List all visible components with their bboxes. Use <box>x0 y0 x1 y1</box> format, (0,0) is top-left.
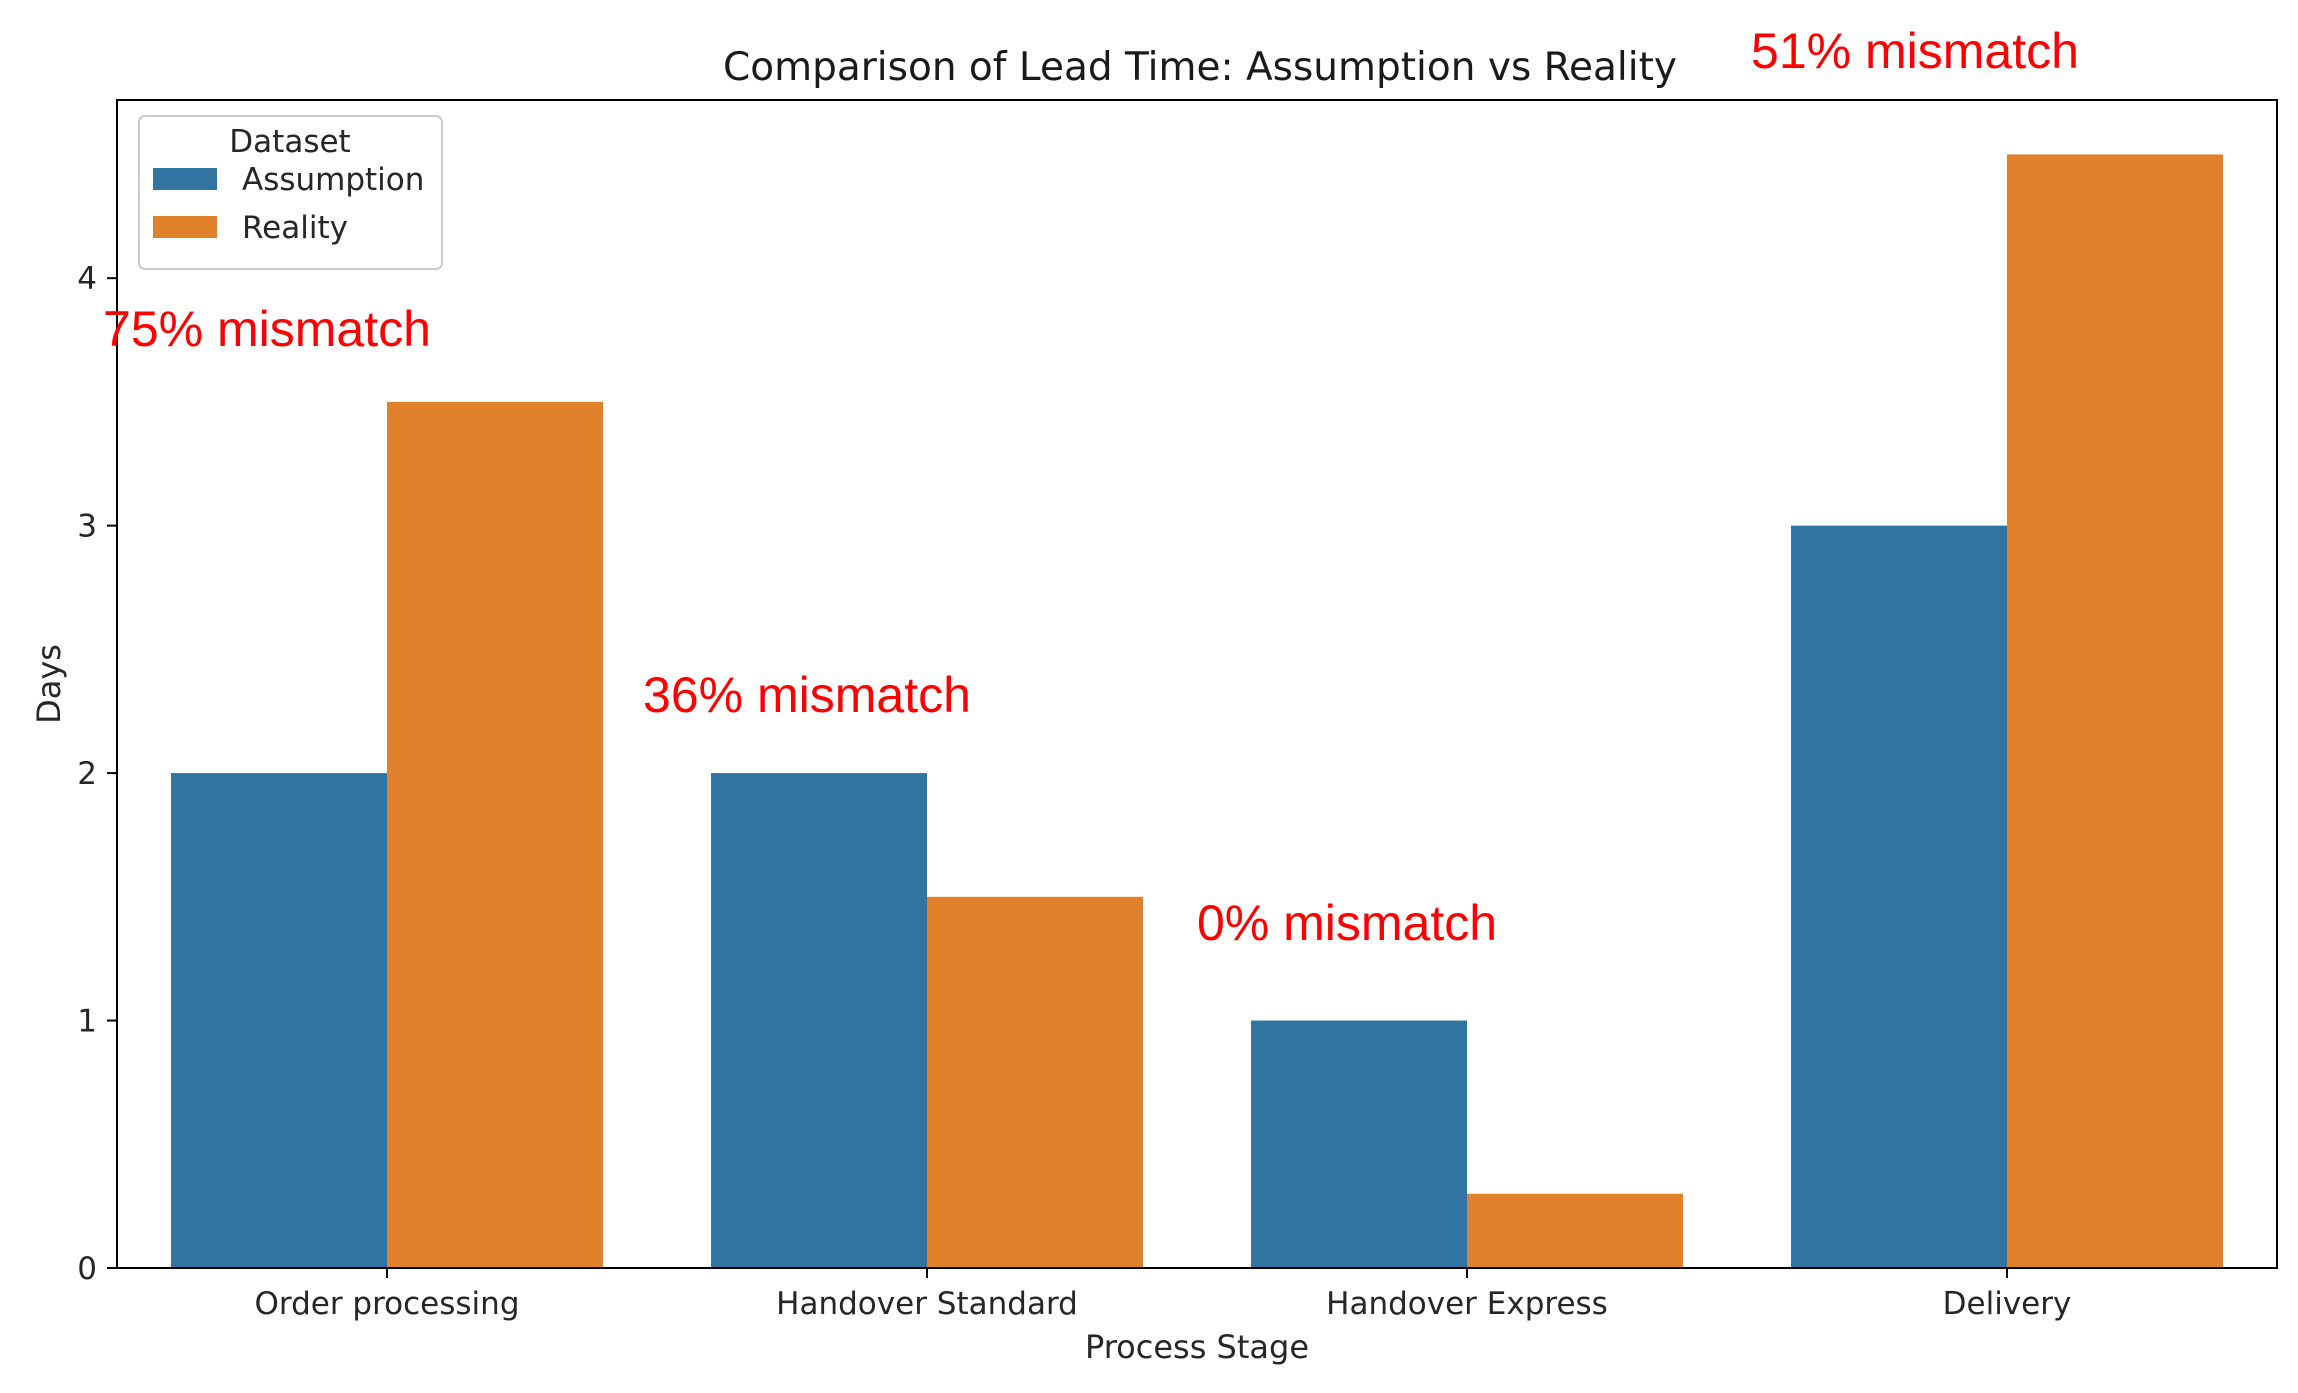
bar-assumption-4 <box>1791 525 2007 1268</box>
legend-swatch <box>153 168 217 190</box>
bar-reality-4 <box>2007 154 2223 1269</box>
y-tick-label: 4 <box>77 261 97 297</box>
legend: Dataset Assumption Reality <box>138 115 443 270</box>
legend-label: Reality <box>242 210 348 246</box>
y-tick-label: 0 <box>77 1251 97 1287</box>
x-axis-label: Process Stage <box>1085 1328 1309 1366</box>
bar-assumption-2 <box>711 773 927 1268</box>
y-tick-label: 1 <box>77 1004 97 1040</box>
y-tick-label: 3 <box>77 509 97 545</box>
x-tick-label: Handover Standard <box>776 1286 1078 1322</box>
x-tick-label: Handover Express <box>1326 1286 1608 1322</box>
bar-reality-3 <box>1467 1193 1683 1268</box>
x-tick-label: Order processing <box>254 1286 519 1322</box>
mismatch-annotation: 0% mismatch <box>1197 895 1497 951</box>
bars-layer <box>171 154 2223 1269</box>
plot-frame <box>116 99 2278 1269</box>
legend-title: Dataset <box>229 124 350 160</box>
bar-reality-1 <box>387 401 603 1268</box>
y-tick-label: 2 <box>77 756 97 792</box>
bar-assumption-3 <box>1251 1020 1467 1268</box>
x-axis: Order processing Handover Standard Handove… <box>254 1268 2071 1322</box>
y-axis-label: Days <box>30 644 68 724</box>
legend-swatch <box>153 216 217 238</box>
legend-label: Assumption <box>242 162 424 198</box>
mismatch-annotation: 51% mismatch <box>1751 23 2079 79</box>
chart-title: Comparison of Lead Time: Assumption vs R… <box>723 45 1677 90</box>
mismatch-annotation: 36% mismatch <box>643 667 971 723</box>
y-axis: 0 1 2 3 4 <box>77 261 117 1287</box>
mismatch-annotation: 75% mismatch <box>103 301 431 357</box>
annotations: 75% mismatch 36% mismatch 0% mismatch 51% m… <box>103 23 2079 951</box>
bar-assumption-1 <box>171 773 387 1268</box>
bar-reality-2 <box>927 896 1143 1268</box>
x-tick-label: Delivery <box>1943 1286 2072 1322</box>
